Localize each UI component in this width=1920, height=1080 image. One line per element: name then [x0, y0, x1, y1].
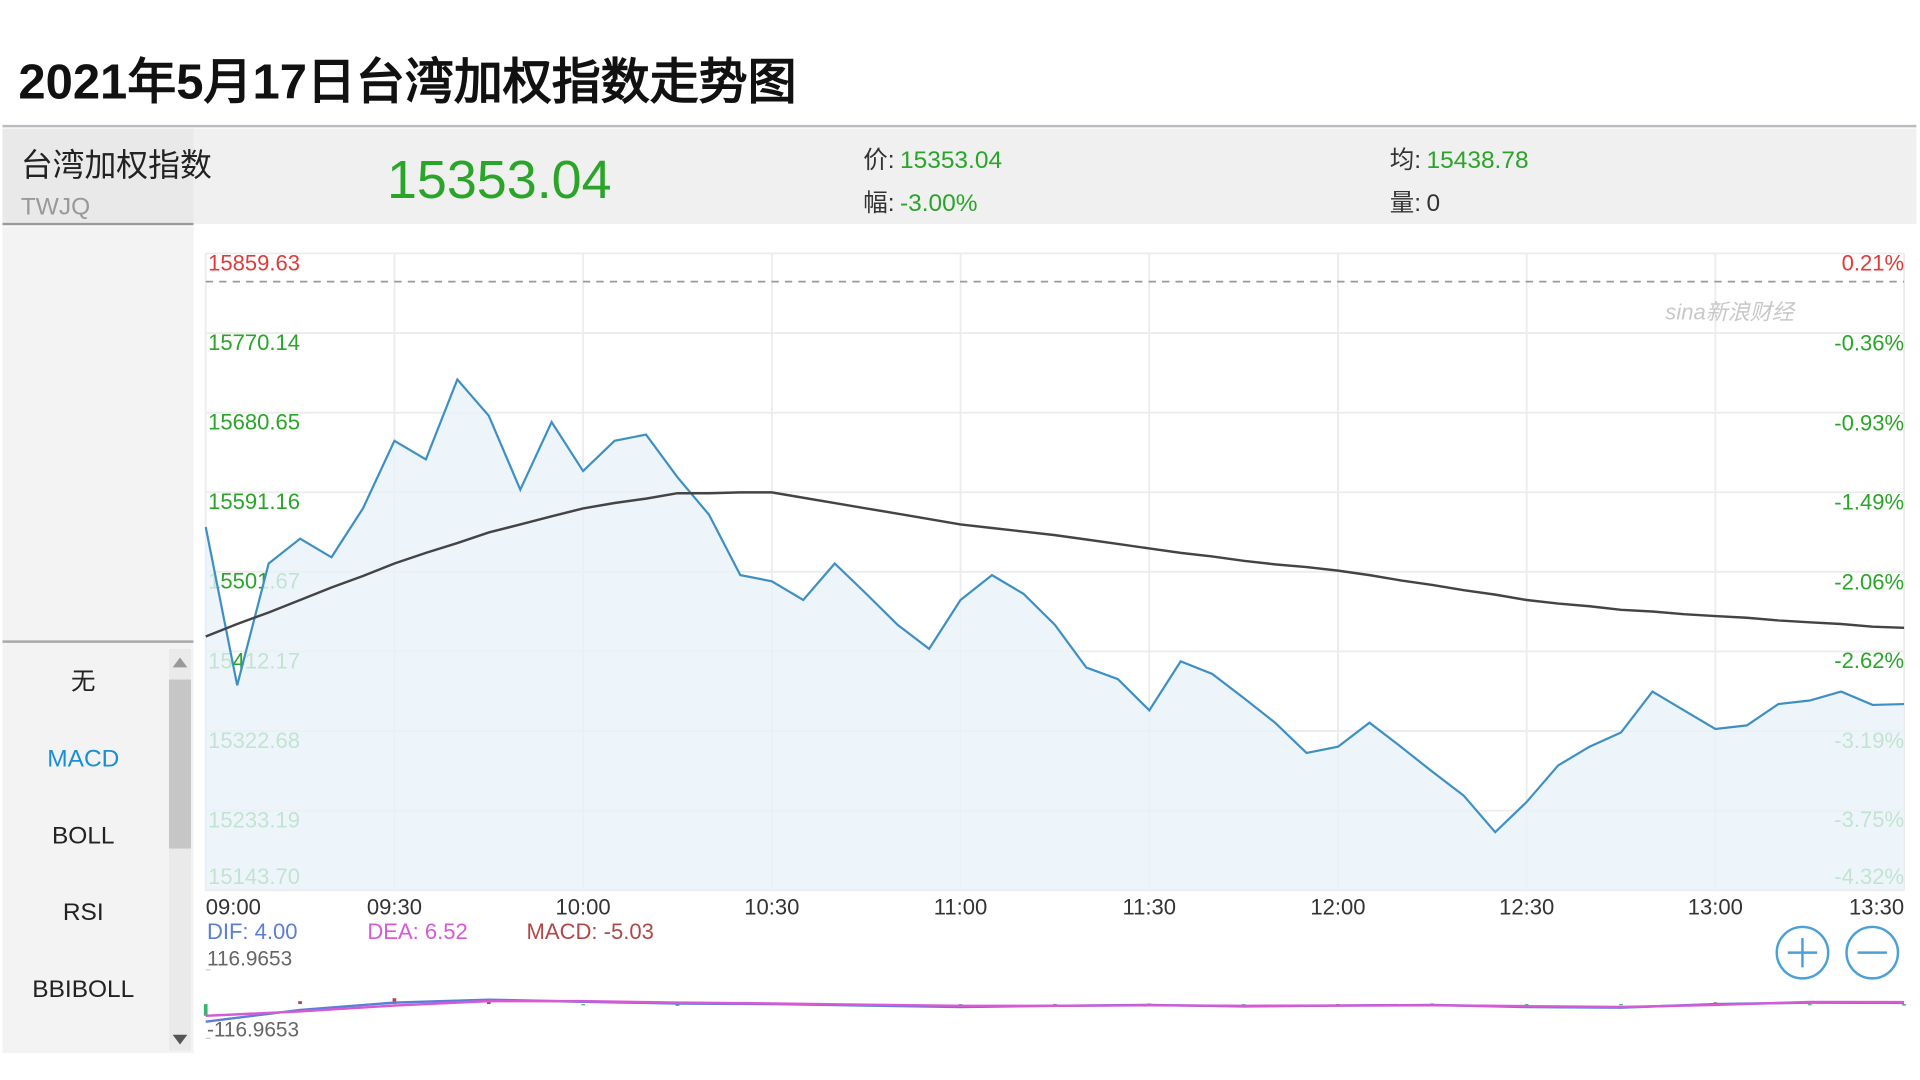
scroll-up[interactable] [172, 657, 188, 668]
y2-tick-label: -2.06% [1834, 569, 1904, 594]
field-label: 价: [863, 147, 894, 174]
scrollbar-thumb[interactable] [168, 679, 192, 849]
x-tick-label: 09:30 [367, 894, 422, 919]
indicator-item[interactable]: MACD [47, 746, 119, 773]
x-tick-label: 10:30 [744, 894, 799, 919]
quote-bar [2, 128, 1917, 225]
indicator-item[interactable]: BOLL [52, 822, 115, 849]
macd-tick-label: -116.9653 [207, 1019, 299, 1042]
quote-name-box [2, 128, 194, 225]
scroll-down[interactable] [172, 1034, 188, 1045]
x-tick-label: 09:00 [206, 894, 261, 919]
x-tick-label: 12:00 [1310, 894, 1365, 919]
macd-bar [1619, 1004, 1623, 1006]
zoom-in-icon[interactable] [1787, 937, 1818, 968]
zoom-in[interactable] [1775, 925, 1830, 980]
macd-bar [298, 1001, 302, 1005]
price-chart: 09:00 09:30 10:00 10:30 11:00 11:30 12:00 12:30… [204, 250, 1905, 919]
field-label: 均: [1390, 146, 1421, 174]
dea-line [205, 999, 1905, 1018]
average-line [205, 491, 1905, 638]
x-tick-label: 10:00 [556, 894, 611, 919]
price-area [205, 379, 1905, 891]
macd-bar [1902, 1004, 1906, 1006]
field-label: 量: [1390, 190, 1421, 217]
macd-bar [675, 1004, 680, 1006]
macd-bar [486, 1001, 491, 1005]
macd-bar [203, 1004, 208, 1016]
macd-bar [581, 1004, 585, 1006]
y-tick-label: 15680.65 [208, 409, 300, 434]
y-tick-label: 15770.14 [208, 330, 300, 355]
y-tick-label: 15859.63 [208, 250, 300, 275]
macd-legend: MACD: -5.03 [527, 919, 654, 944]
x-tick-label: 13:00 [1688, 894, 1743, 919]
field-value: 15353.04 [900, 147, 1002, 174]
sidebar [2, 226, 194, 1054]
indicator-item[interactable]: BBIBOLL [32, 976, 134, 1003]
macd-legend: DIF: 4.00 [207, 919, 298, 944]
y2-tick-label: 0.21% [1842, 250, 1904, 275]
y2-tick-label: -0.36% [1834, 330, 1904, 355]
macd-bar [392, 998, 397, 1005]
macd-tick-label: 116.9653 [207, 948, 292, 971]
field-label: 幅: [863, 189, 894, 217]
y2-tick-label: -2.62% [1834, 648, 1904, 673]
zoom-out[interactable] [1845, 925, 1900, 980]
x-tick-label: 12:30 [1499, 894, 1554, 919]
macd-chart: DIF: 4.00 DEA: 6.52 MACD: -5.03 116.9653 -11… [203, 919, 1906, 1042]
y2-tick-label: -0.93% [1834, 411, 1904, 436]
field-value: -3.00% [900, 190, 978, 217]
field-value: 15438.78 [1427, 147, 1529, 174]
quote-code: TWJQ [21, 194, 90, 221]
field-value: 0 [1427, 190, 1441, 217]
watermark: sina新浪财经 [1665, 299, 1796, 324]
quote-name: 台湾加权指数 [21, 147, 212, 183]
y-tick-label: 15591.16 [208, 489, 300, 514]
page-title: 2021年5月17日台湾加权指数走势图 [18, 56, 796, 110]
x-tick-label: 11:00 [934, 894, 988, 919]
y2-tick-label: -1.49% [1834, 489, 1904, 514]
price-line [204, 377, 1905, 834]
macd-bar [1053, 1004, 1057, 1005]
x-tick-label: 13:30 [1849, 894, 1904, 919]
quote-last: 15353.04 [387, 150, 612, 210]
macd-bar [1807, 1004, 1812, 1006]
indicator-item[interactable]: 无 [71, 669, 95, 696]
indicator-item[interactable]: RSI [63, 899, 104, 926]
x-tick-label: 11:30 [1123, 894, 1177, 919]
macd-legend: DEA: 6.52 [367, 919, 467, 944]
indicator-list: 无 MACD BOLL RSI BBIBOLL [32, 669, 134, 1003]
